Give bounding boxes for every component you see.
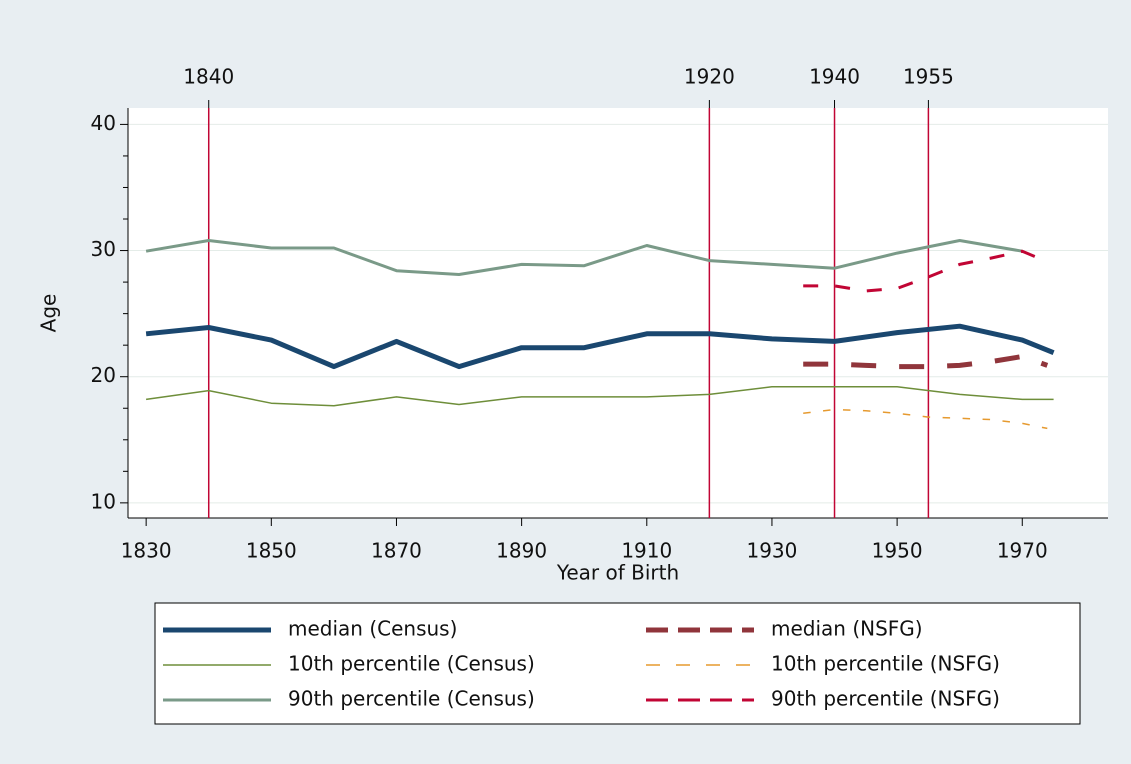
y-tick-label: 20 — [91, 363, 116, 387]
plot-area — [128, 108, 1108, 518]
legend-label: median (Census) — [288, 617, 457, 641]
series-line — [803, 408, 1048, 430]
y-tick-label: 10 — [91, 489, 116, 513]
x-tick-label: 1850 — [246, 539, 297, 563]
top-tick-label: 1840 — [183, 65, 234, 89]
x-tick-label: 1910 — [621, 539, 672, 563]
top-tick-label: 1920 — [684, 65, 735, 89]
legend-label: 90th percentile (NSFG) — [771, 687, 1000, 711]
series-line — [145, 386, 1054, 407]
x-tick-label: 1830 — [121, 539, 172, 563]
series-line — [145, 239, 1023, 276]
y-axis-label: Age — [37, 294, 61, 333]
legend-label: 90th percentile (Census) — [288, 687, 535, 711]
x-tick-label: 1950 — [872, 539, 923, 563]
series-line — [803, 249, 1048, 293]
x-axis-label: Year of Birth — [556, 561, 679, 585]
x-tick-label: 1930 — [746, 539, 797, 563]
top-tick-label: 1940 — [809, 65, 860, 89]
legend-label: 10th percentile (NSFG) — [771, 652, 1000, 676]
y-tick-label: 30 — [91, 237, 116, 261]
series-line — [145, 323, 1055, 370]
x-tick-label: 1870 — [371, 539, 422, 563]
legend-box — [154, 602, 1081, 725]
legend-label: median (NSFG) — [771, 617, 923, 641]
y-tick-label: 40 — [91, 111, 116, 135]
series-line — [803, 354, 1049, 370]
x-tick-label: 1890 — [496, 539, 547, 563]
top-tick-label: 1955 — [903, 65, 954, 89]
x-tick-label: 1970 — [997, 539, 1048, 563]
legend-label: 10th percentile (Census) — [288, 652, 535, 676]
